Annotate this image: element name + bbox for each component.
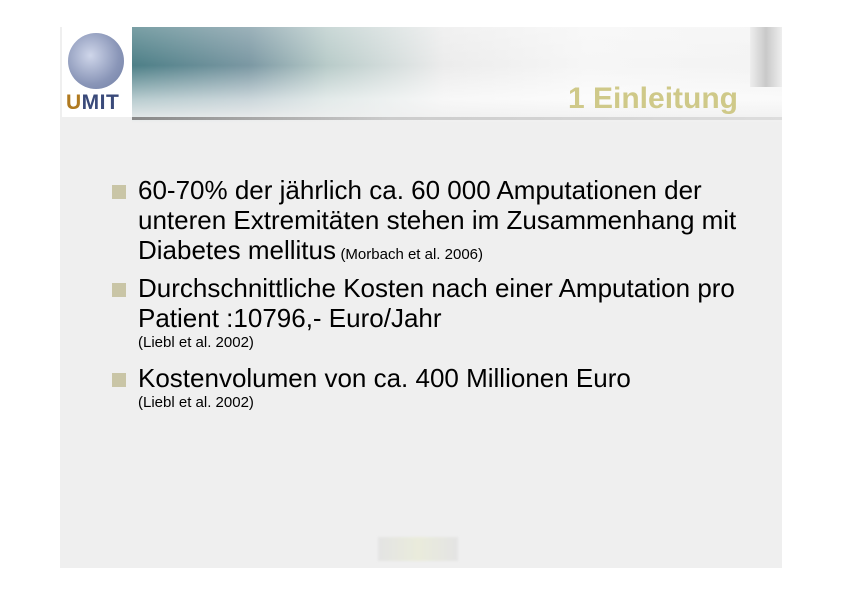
- header-divider: [132, 117, 782, 120]
- slide-title: 1 Einleitung: [567, 82, 738, 115]
- logo-u: U: [66, 91, 82, 114]
- globe-icon: [68, 33, 124, 89]
- bullet-square-icon: [112, 373, 126, 387]
- citation: (Liebl et al. 2002): [138, 394, 254, 411]
- bullet-text: Kostenvolumen von ca. 400 Millionen Euro: [138, 363, 631, 393]
- bullet-square-icon: [112, 185, 126, 199]
- footer-blurred: [378, 537, 458, 561]
- bullet-text: Durchschnittliche Kosten nach einer Ampu…: [138, 273, 735, 333]
- bullet-item: Durchschnittliche Kosten nach einer Ampu…: [112, 273, 772, 353]
- header-fade: [132, 27, 782, 123]
- decorative-streak: [750, 27, 782, 87]
- logo-text: UMIT: [66, 91, 119, 115]
- bullet-item: 60-70% der jährlich ca. 60 000 Amputatio…: [112, 175, 772, 265]
- bullet-item: Kostenvolumen von ca. 400 Millionen Euro…: [112, 363, 772, 413]
- umit-logo: UMIT: [62, 27, 132, 117]
- logo-rest: MIT: [81, 91, 120, 114]
- citation: (Morbach et al. 2006): [340, 246, 484, 263]
- bullet-text: 60-70% der jährlich ca. 60 000 Amputatio…: [138, 175, 737, 265]
- bullet-list: 60-70% der jährlich ca. 60 000 Amputatio…: [112, 175, 772, 421]
- citation: (Liebl et al. 2002): [138, 334, 254, 351]
- slide: UMIT 1 Einleitung 60-70% der jährlich ca…: [60, 27, 782, 568]
- bullet-square-icon: [112, 283, 126, 297]
